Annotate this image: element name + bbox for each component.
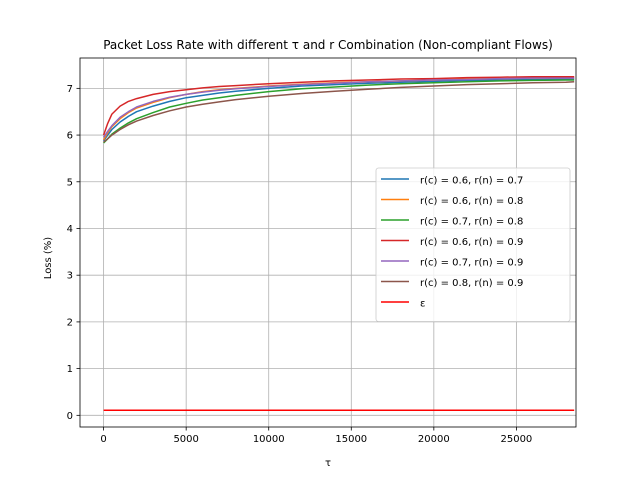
- legend-entry: r(c) = 0.7, r(n) = 0.8: [420, 217, 523, 228]
- y-tick-label: 3: [67, 271, 73, 282]
- legend-box: [375, 167, 571, 322]
- legend-entry: r(c) = 0.6, r(n) = 0.9: [420, 237, 523, 248]
- series-line-3: [103, 79, 575, 144]
- plot-frame: [79, 57, 577, 428]
- legend-entry: r(c) = 0.7, r(n) = 0.9: [420, 258, 523, 269]
- x-tick-label: 0: [100, 434, 106, 445]
- legend-entry: r(c) = 0.6, r(n) = 0.8: [420, 196, 523, 207]
- series-line-1: [102, 78, 575, 142]
- x-axis-label: τ: [325, 458, 331, 469]
- series-line-5: [102, 77, 575, 138]
- legend-entry: r(c) = 0.6, r(n) = 0.7: [420, 176, 523, 187]
- axis-ticks: 0 5000 10000 15000 20000 25000 0 1 2 3 4 5 6 7: [67, 84, 533, 445]
- y-tick-label: 6: [67, 131, 73, 142]
- y-tick-label: 2: [67, 317, 73, 328]
- chart-title: Packet Loss Rate with different τ and r …: [103, 38, 553, 52]
- y-axis-label: Loss (%): [43, 237, 54, 280]
- x-tick-label: 5000: [173, 434, 198, 445]
- plot-lines: [102, 75, 575, 411]
- y-tick-label: 0: [67, 411, 73, 422]
- x-tick-label: 20000: [418, 434, 450, 445]
- y-tick-label: 4: [67, 224, 73, 235]
- legend-entry: ε: [420, 299, 425, 310]
- x-tick-label: 25000: [500, 434, 532, 445]
- y-tick-label: 7: [67, 84, 73, 95]
- series-line-6: [103, 81, 575, 143]
- x-tick-label: 10000: [253, 434, 285, 445]
- legend-entry: r(c) = 0.8, r(n) = 0.9: [420, 278, 523, 289]
- x-tick-label: 15000: [335, 434, 367, 445]
- y-tick-label: 5: [67, 177, 73, 188]
- series-line-4: [102, 75, 575, 136]
- legend: r(c) = 0.6, r(n) = 0.7 r(c) = 0.6, r(n) =…: [375, 167, 571, 322]
- y-tick-label: 1: [67, 364, 73, 375]
